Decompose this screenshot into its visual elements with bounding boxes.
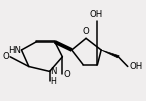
Text: O: O	[64, 70, 71, 79]
Text: O: O	[83, 27, 89, 36]
Text: N: N	[50, 67, 57, 76]
Text: OH: OH	[129, 62, 142, 71]
Text: O: O	[3, 52, 9, 61]
Text: HN: HN	[8, 46, 21, 55]
Polygon shape	[101, 50, 119, 58]
Text: H: H	[51, 77, 57, 86]
Text: OH: OH	[89, 10, 103, 19]
